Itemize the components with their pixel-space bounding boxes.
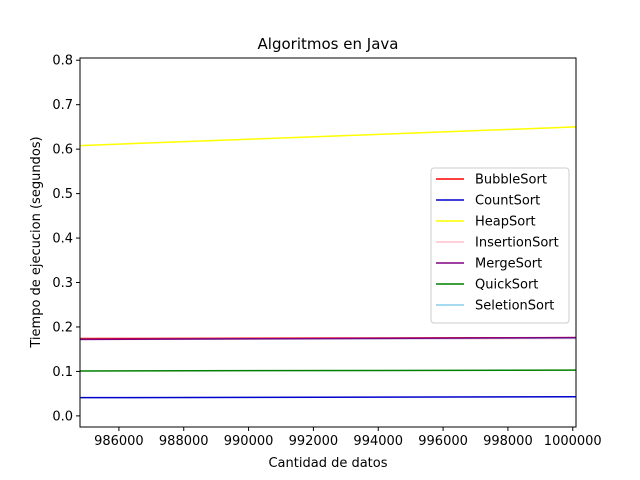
legend: BubbleSort CountSort HeapSort InsertionSort… — [430, 167, 570, 324]
legend-label: InsertionSort — [475, 236, 559, 251]
series-line-heapsort — [80, 126, 576, 147]
series-line-mergesort — [80, 336, 576, 341]
x-tick-label: 992000 — [289, 434, 339, 449]
legend-label: BubbleSort — [475, 173, 547, 188]
x-tick-label: 1000000 — [544, 434, 602, 449]
y-axis-label: Tiempo de ejecucion (segundos) — [29, 136, 44, 348]
y-tick-label: 0.1 — [52, 365, 73, 380]
legend-label: SeletionSort — [475, 299, 554, 314]
x-tick-label: 990000 — [224, 434, 274, 449]
y-tick-label: 0.4 — [52, 232, 73, 247]
y-tick-label: 0.8 — [52, 54, 73, 69]
x-tick-label: 996000 — [418, 434, 468, 449]
y-tick-label: 0.3 — [52, 276, 73, 291]
legend-label: QuickSort — [475, 278, 538, 293]
x-tick-label: 986000 — [94, 434, 144, 449]
y-axis: 0.0 0.1 0.2 0.3 0.4 0.5 0.6 0.7 0.8 — [52, 54, 80, 424]
x-axis: 986000 988000 990000 992000 994000 996000 9980… — [94, 427, 602, 449]
x-axis-label: Cantidad de datos — [268, 456, 387, 471]
y-tick-label: 0.7 — [52, 98, 73, 113]
y-tick-label: 0.5 — [52, 187, 73, 202]
y-tick-label: 0.2 — [52, 320, 73, 335]
y-tick-label: 0.0 — [52, 409, 73, 424]
x-tick-label: 988000 — [159, 434, 209, 449]
y-tick-label: 0.6 — [52, 143, 73, 158]
series-line-quicksort — [80, 369, 576, 372]
x-tick-label: 994000 — [353, 434, 403, 449]
legend-label: CountSort — [475, 194, 540, 209]
x-tick-label: 998000 — [483, 434, 533, 449]
chart-title: Algoritmos en Java — [258, 35, 399, 53]
legend-label: MergeSort — [475, 257, 542, 272]
series-layer — [80, 126, 576, 399]
plot-frame — [79, 57, 577, 428]
legend-label: HeapSort — [475, 215, 536, 230]
series-line-countsort — [80, 396, 576, 399]
legend-box — [430, 167, 570, 324]
